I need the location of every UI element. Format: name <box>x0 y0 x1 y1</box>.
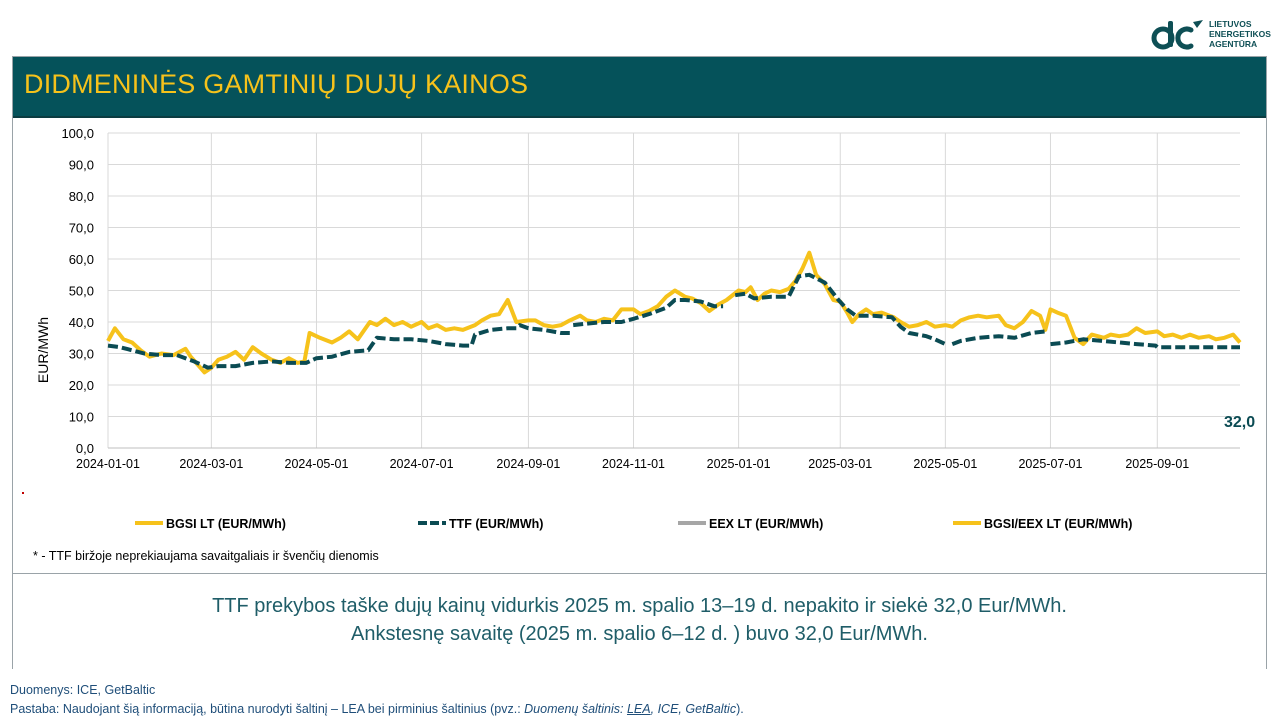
chart-area: 0,0 10,0 20,0 30,0 40,0 50,0 60,0 70,0 80,0 90,0 1… <box>13 118 1266 573</box>
y-tick-label: 40,0 <box>69 315 94 330</box>
footnote: * - TTF biržoje neprekiaujama savaitgali… <box>33 549 379 563</box>
x-tick-label: 2025-07-01 <box>1018 457 1082 471</box>
x-tick-label: 2025-09-01 <box>1125 457 1189 471</box>
footer-sources: Duomenys: ICE, GetBaltic <box>10 683 156 697</box>
series-line-1 <box>1050 337 1240 350</box>
slide-frame: DIDMENINĖS GAMTINIŲ DUJŲ KAINOS 0,0 10,0 2… <box>12 56 1267 669</box>
ttf-end-value-label: 32,0 <box>1224 414 1255 431</box>
summary-line-2: Ankstesnę savaitę (2025 m. spalio 6–12 d… <box>351 623 928 645</box>
lea-logo: LIETUVOS ENERGETIKOS AGENTŪRA <box>1151 18 1276 54</box>
footer-note: Pastaba: Naudojant šią informaciją, būti… <box>10 700 744 719</box>
footer-note-prefix: Pastaba: Naudojant šią informaciją, būti… <box>10 702 525 716</box>
summary-line-1: TTF prekybos taške dujų kainų vidurkis 2… <box>212 595 1067 617</box>
y-tick-label: 80,0 <box>69 189 94 204</box>
summary-box: TTF prekybos taške dujų kainų vidurkis 2… <box>13 573 1266 669</box>
series-line-1 <box>951 329 1046 346</box>
legend-label: TTF (EUR/MWh) <box>449 517 543 531</box>
y-tick-label: 10,0 <box>69 410 94 425</box>
y-tick-label: 30,0 <box>69 347 94 362</box>
x-tick-label: 2024-03-01 <box>179 457 243 471</box>
y-tick-label: 100,0 <box>61 126 94 141</box>
footer: Duomenys: ICE, GetBaltic Pastaba: Naudoj… <box>10 681 744 719</box>
y-tick-label: 90,0 <box>69 158 94 173</box>
x-tick-label: 2024-05-01 <box>285 457 349 471</box>
footer-note-source-label: Duomenų šaltinis: <box>524 702 627 716</box>
footer-note-rest: , ICE, GetBaltic <box>650 702 737 716</box>
series-line-1 <box>734 272 947 346</box>
x-tick-label: 2025-05-01 <box>913 457 977 471</box>
footer-lea-link[interactable]: LEA <box>626 702 651 716</box>
logo-line: LIETUVOS <box>1209 19 1252 29</box>
footer-note-suffix: ). <box>736 702 744 716</box>
title-bar: DIDMENINĖS GAMTINIŲ DUJŲ KAINOS <box>13 57 1266 118</box>
lea-logo-mark <box>1151 20 1203 50</box>
y-tick-label: 20,0 <box>69 378 94 393</box>
y-tick-label: 0,0 <box>76 441 94 456</box>
lea-logo-text: LIETUVOS ENERGETIKOS AGENTŪRA <box>1209 19 1271 49</box>
x-tick-label: 2024-11-01 <box>602 457 665 471</box>
price-line-chart: 0,0 10,0 20,0 30,0 40,0 50,0 60,0 70,0 80,0 90,0 1… <box>33 126 1255 563</box>
legend-label: BGSI/EEX LT (EUR/MWh) <box>984 517 1132 531</box>
logo-line: ENERGETIKOS <box>1209 29 1271 39</box>
x-tick-labels: 2024-01-01 2024-03-01 2024-05-01 2024-07-01… <box>76 457 1189 471</box>
y-tick-label: 70,0 <box>69 221 94 236</box>
legend-label: BGSI LT (EUR/MWh) <box>166 517 286 531</box>
series-line-0 <box>106 250 1242 375</box>
series-line-1 <box>107 323 570 370</box>
page-title: DIDMENINĖS GAMTINIŲ DUJŲ KAINOS <box>24 69 529 99</box>
y-axis-label: EUR/MWh <box>35 317 51 383</box>
series-lines <box>106 250 1242 375</box>
x-tick-label: 2024-01-01 <box>76 457 140 471</box>
x-tick-label: 2025-01-01 <box>707 457 771 471</box>
legend-label: EEX LT (EUR/MWh) <box>709 517 823 531</box>
x-tick-label: 2024-07-01 <box>390 457 454 471</box>
series-line-1 <box>572 298 724 328</box>
x-tick-label: 2025-03-01 <box>808 457 872 471</box>
y-tick-label: 50,0 <box>69 284 94 299</box>
red-dot-marker <box>22 492 24 494</box>
y-tick-label: 60,0 <box>69 252 94 267</box>
logo-line: AGENTŪRA <box>1209 39 1258 49</box>
x-tick-label: 2024-09-01 <box>496 457 560 471</box>
y-tick-labels: 0,0 10,0 20,0 30,0 40,0 50,0 60,0 70,0 80,0 90,0 1… <box>61 126 94 456</box>
grid-lines <box>107 132 1240 449</box>
legend: BGSI LT (EUR/MWh) TTF (EUR/MWh) EEX LT (EU… <box>135 517 1132 531</box>
